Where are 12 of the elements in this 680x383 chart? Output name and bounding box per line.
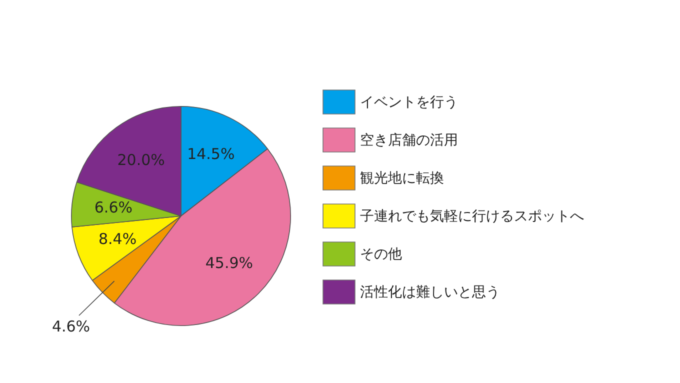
data-label: 8.4% bbox=[98, 230, 137, 248]
data-label: 45.9% bbox=[205, 254, 254, 272]
legend-label: 子連れでも気軽に行けるスポットへ bbox=[360, 208, 584, 225]
data-label: 14.5% bbox=[187, 144, 235, 163]
data-label: 20.0% bbox=[117, 150, 165, 169]
legend-label: 空き店舗の活用 bbox=[360, 132, 458, 149]
data-label: 4.6% bbox=[52, 317, 90, 336]
legend-label: 観光地に転換 bbox=[360, 170, 444, 187]
data-label: 6.6% bbox=[94, 198, 132, 217]
legend-label: その他 bbox=[360, 246, 402, 263]
legend-label: イベントを行う bbox=[360, 94, 458, 111]
legend-label: 活性化は難しいと思う bbox=[360, 284, 500, 301]
